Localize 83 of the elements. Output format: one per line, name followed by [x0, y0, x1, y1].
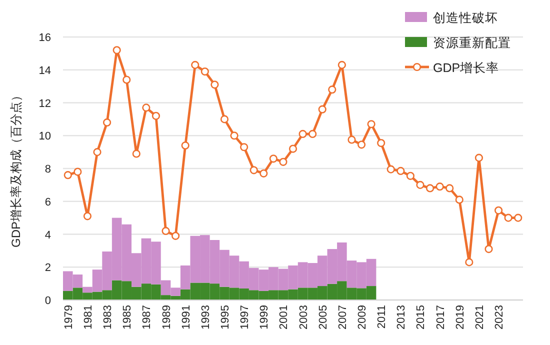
- x-tick-label: 2003: [298, 305, 310, 330]
- point: [64, 171, 72, 180]
- point: [386, 165, 395, 174]
- point: [279, 158, 288, 166]
- point: [112, 46, 121, 54]
- x-tick-label: 1995: [219, 305, 232, 330]
- point: [416, 180, 424, 189]
- y-tick-label: 10: [38, 130, 51, 143]
- point: [93, 148, 102, 156]
- point: [260, 169, 268, 178]
- y-tick-label: 16: [38, 32, 51, 44]
- y-axis-title: GDP增长率及构成（百分点）: [9, 89, 23, 248]
- point: [396, 166, 405, 176]
- point: [269, 154, 278, 163]
- point: [338, 60, 346, 69]
- point: [484, 244, 493, 254]
- point: [367, 120, 376, 128]
- point: [406, 172, 414, 180]
- x-tick-label: 1985: [122, 305, 134, 330]
- point: [240, 143, 248, 152]
- point: [465, 258, 474, 266]
- point: [172, 232, 180, 240]
- point: [357, 140, 366, 149]
- x-tick-label: 1979: [62, 305, 75, 330]
- point: [122, 76, 131, 84]
- x-tick-label: 2005: [317, 305, 330, 330]
- point: [162, 226, 170, 236]
- point: [132, 150, 140, 158]
- point: [426, 184, 434, 192]
- point: [230, 132, 238, 140]
- point: [514, 214, 522, 222]
- point: [455, 196, 464, 204]
- point: [298, 130, 307, 138]
- x-tick-label: 1983: [102, 305, 114, 330]
- point: [308, 130, 317, 138]
- x-tick-label: 2023: [494, 305, 506, 330]
- x-tick-label: 1997: [239, 305, 252, 330]
- x-tick-label: 1993: [200, 305, 212, 330]
- legend-label: 资源重新配置: [433, 36, 511, 50]
- point: [288, 144, 298, 153]
- x-tick-label: 2009: [356, 305, 369, 330]
- point: [250, 166, 258, 174]
- y-tick-label: 8: [44, 164, 51, 176]
- point: [474, 154, 484, 162]
- x-tick-label: 1991: [180, 305, 192, 330]
- point: [436, 182, 444, 191]
- x-tick-label: 1989: [160, 305, 173, 330]
- point: [446, 184, 454, 192]
- x-tick-label: 2001: [278, 305, 290, 330]
- y-tick-label: 14: [38, 64, 51, 77]
- point: [181, 141, 190, 150]
- point: [200, 67, 209, 76]
- y-tick-label: 2: [44, 262, 51, 274]
- x-tick-label: 2007: [336, 305, 349, 330]
- x-tick-label: 1999: [258, 305, 271, 330]
- point: [191, 60, 200, 69]
- x-tick-label: 2017: [434, 305, 447, 330]
- x-tick-label: 2019: [454, 305, 466, 330]
- point: [210, 80, 219, 89]
- x-tick-label: 2013: [396, 305, 408, 330]
- point: [328, 86, 336, 94]
- point: [152, 112, 160, 120]
- x-tick-label: 2011: [376, 305, 388, 329]
- point: [102, 118, 112, 127]
- y-tick-label: 12: [38, 98, 51, 110]
- point: [318, 105, 326, 114]
- legend-label: 创造性破坏: [433, 11, 498, 25]
- y-tick-label: 4: [44, 229, 51, 242]
- x-tick-label: 2021: [474, 305, 486, 330]
- point: [494, 206, 503, 214]
- point: [504, 214, 512, 222]
- y-tick-label: 0: [44, 295, 51, 307]
- point: [74, 168, 82, 176]
- point: [377, 138, 386, 148]
- x-tick-label: 1981: [82, 305, 94, 330]
- legend-label: GDP增长率: [433, 60, 500, 75]
- point: [348, 136, 356, 144]
- x-tick-label: 2015: [415, 305, 428, 330]
- point: [142, 104, 150, 112]
- point: [220, 115, 229, 124]
- y-tick-label: 6: [44, 196, 51, 208]
- point: [83, 212, 92, 220]
- x-tick-label: 1987: [141, 305, 154, 330]
